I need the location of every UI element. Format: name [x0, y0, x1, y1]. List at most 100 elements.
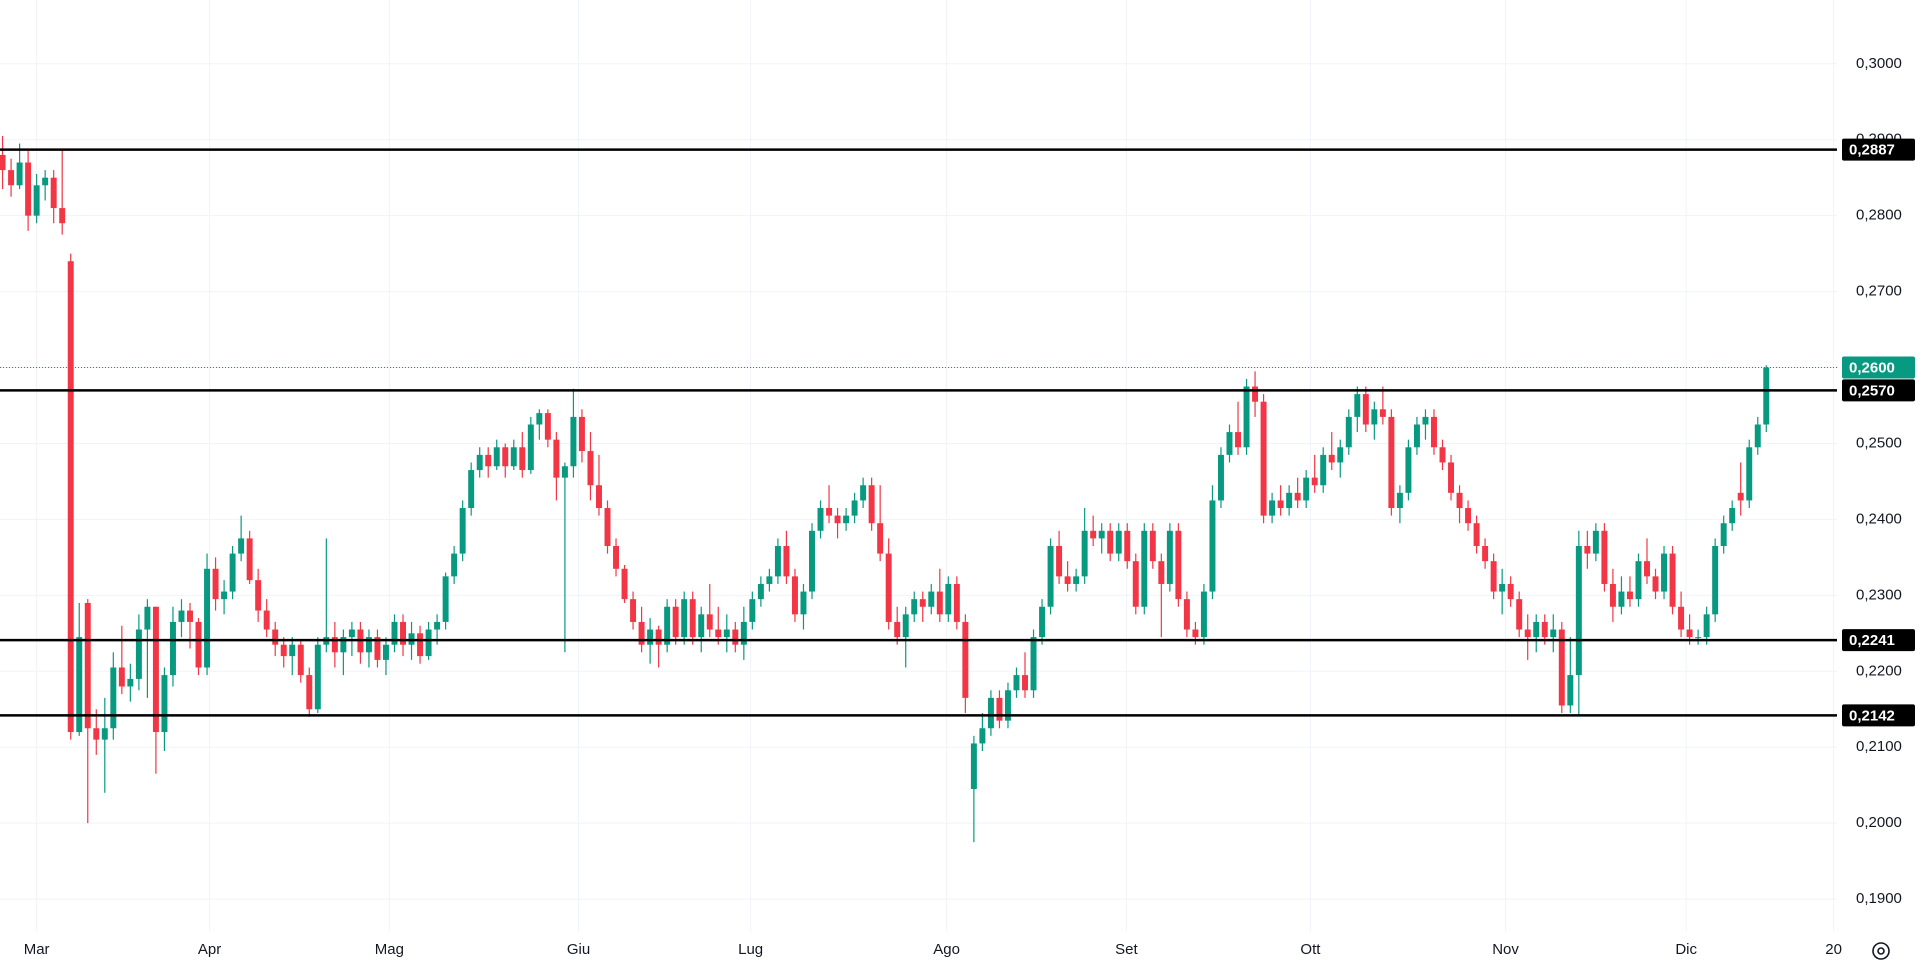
candle-body	[1311, 477, 1318, 486]
candle-body	[1064, 576, 1071, 584]
candle-body	[774, 545, 781, 577]
candle-body	[783, 545, 790, 577]
candle-body	[536, 413, 543, 425]
candle-body	[25, 162, 32, 216]
candle-body	[1362, 394, 1369, 425]
x-tick-label: 20	[1825, 941, 1842, 958]
candle-body	[1490, 561, 1497, 592]
y-tick-label: 0,3000	[1856, 55, 1902, 72]
candle-body	[1396, 492, 1403, 509]
settings-icon[interactable]	[1872, 942, 1890, 960]
candle-body	[255, 580, 262, 611]
candle-body	[84, 602, 91, 729]
candle-body	[468, 470, 475, 509]
candle-body	[0, 154, 6, 171]
candle-body	[127, 678, 134, 687]
candle-body	[706, 614, 713, 630]
candle-body	[1695, 637, 1702, 639]
candle-body	[425, 629, 432, 657]
x-tick-label: Giu	[567, 941, 590, 958]
candle-body	[1047, 545, 1054, 607]
candle-body	[297, 644, 304, 676]
candle-body	[1056, 545, 1063, 577]
candle-body	[1754, 424, 1761, 448]
candle-body	[1226, 432, 1233, 455]
candle-body	[1635, 561, 1642, 600]
x-tick-label: Ott	[1300, 941, 1321, 958]
candle-body	[1465, 508, 1472, 524]
level-label: 0,2142	[1849, 707, 1895, 724]
candle-body	[928, 591, 935, 607]
candle-body	[434, 621, 441, 630]
y-tick-label: 0,2400	[1856, 510, 1902, 527]
candle-body	[817, 508, 824, 531]
candle-body	[493, 447, 500, 467]
candle-body	[1456, 492, 1463, 509]
y-tick-label: 0,2800	[1856, 207, 1902, 224]
candle-body	[1652, 576, 1659, 592]
x-tick-label: Nov	[1492, 941, 1519, 958]
candle-body	[1763, 367, 1770, 425]
candle-body	[672, 606, 679, 638]
candle-body	[885, 553, 892, 622]
candle-body	[1601, 530, 1608, 584]
candle-body	[1141, 530, 1148, 607]
candle-body	[42, 177, 49, 186]
candle-body	[289, 644, 296, 657]
candle-body	[1737, 492, 1744, 501]
candle-body	[1345, 416, 1352, 448]
candle-body	[1609, 583, 1616, 607]
candle-body	[510, 447, 517, 467]
y-tick-label: 0,2300	[1856, 586, 1902, 603]
candle-body	[1584, 545, 1591, 554]
candle-body	[391, 621, 398, 645]
candle-body	[33, 185, 40, 216]
candle-body	[868, 485, 875, 524]
candle-body	[1482, 545, 1489, 562]
candle-body	[877, 523, 884, 554]
candle-body	[1626, 591, 1633, 600]
candle-body	[152, 606, 159, 733]
candle-body	[987, 697, 994, 729]
candle-body	[1098, 530, 1105, 539]
candle-body	[246, 538, 253, 581]
candle-body	[962, 621, 969, 698]
candle-body	[766, 576, 773, 584]
candle-body	[1567, 675, 1574, 706]
candle-body	[1294, 492, 1301, 501]
x-tick-label: Mag	[375, 941, 404, 958]
candle-body	[1507, 583, 1514, 600]
candle-body	[621, 568, 628, 600]
candle-body	[945, 583, 952, 615]
candle-body	[791, 576, 798, 615]
candle-body	[1132, 561, 1139, 607]
candle-body	[894, 621, 901, 638]
level-label: 0,2241	[1849, 632, 1895, 649]
candle-body	[919, 599, 926, 607]
candle-body	[1618, 591, 1625, 607]
candle-body	[178, 610, 185, 622]
last-price-label-bg	[1842, 356, 1915, 379]
level-label: 0,2887	[1849, 142, 1895, 159]
candle-body	[809, 530, 815, 592]
candle-body	[1448, 462, 1455, 493]
x-tick-label: Lug	[738, 941, 763, 958]
candle-body	[306, 675, 313, 710]
candle-body	[698, 614, 705, 638]
candle-body	[1217, 454, 1224, 501]
candle-body	[519, 447, 526, 471]
candle-body	[1379, 409, 1386, 417]
x-tick-label: Ago	[933, 941, 960, 958]
candle-body	[902, 614, 909, 638]
candle-body	[1192, 629, 1199, 638]
candle-body	[1541, 621, 1548, 638]
candle-body	[544, 413, 551, 440]
candle-body	[221, 591, 228, 600]
candle-body	[476, 454, 483, 471]
candle-body	[451, 553, 458, 577]
candle-body	[135, 629, 142, 679]
candle-body	[587, 451, 594, 486]
candle-body	[851, 500, 858, 516]
x-tick-label: Dic	[1675, 941, 1697, 958]
